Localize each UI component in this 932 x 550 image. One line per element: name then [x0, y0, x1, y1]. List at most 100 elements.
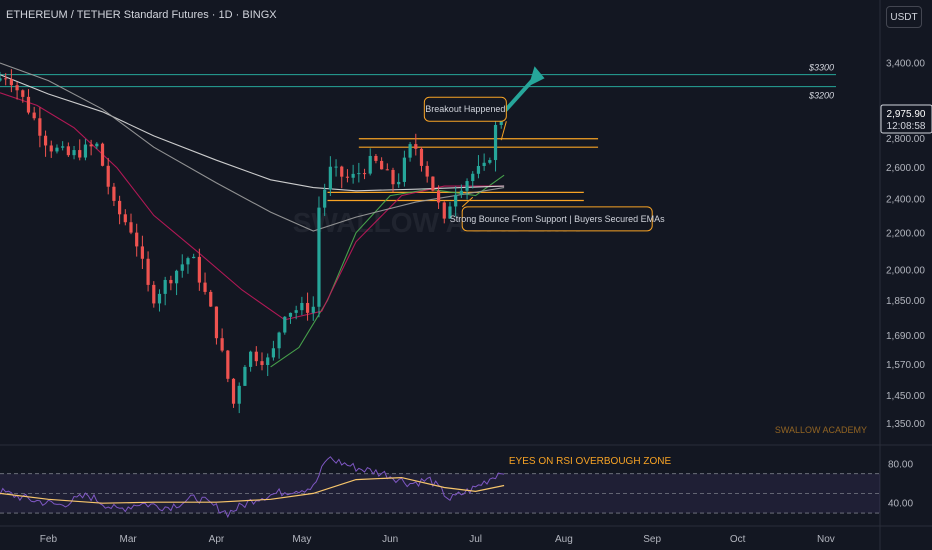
candle-body	[300, 302, 304, 311]
candle-body	[174, 270, 179, 284]
price-tick-label: 1,850.00	[886, 296, 925, 307]
candle-body	[254, 351, 258, 362]
level-label: $3200	[808, 91, 834, 101]
candle-body	[380, 160, 384, 170]
candle-body	[311, 306, 315, 313]
candle-body	[43, 135, 48, 146]
time-tick-label: Oct	[730, 534, 746, 545]
candle-body	[283, 316, 287, 333]
candle-body	[89, 144, 93, 147]
price-tick-label: 1,350.00	[886, 419, 925, 430]
candle-body	[32, 112, 36, 119]
price-tick-label: 2,400.00	[886, 194, 925, 205]
annotation-text: Strong Bounce From Support | Buyers Secu…	[450, 214, 665, 224]
candle-body	[476, 165, 481, 174]
time-tick-label: May	[292, 534, 311, 545]
candle-body	[454, 194, 458, 207]
moving-average-line	[0, 74, 505, 192]
candle-body	[231, 378, 236, 404]
candle-body	[118, 200, 122, 215]
candle-body	[249, 351, 253, 367]
candle-body	[61, 146, 65, 148]
candles	[0, 69, 503, 414]
candle-body	[4, 78, 8, 80]
price-tag-value: 2,975.90	[887, 109, 926, 120]
breakout-arrow-shaft	[502, 78, 535, 114]
candle-body	[209, 291, 213, 307]
candle-body	[488, 160, 492, 163]
candle-body	[72, 150, 76, 156]
price-tag-box	[880, 104, 932, 134]
candle-body	[334, 166, 338, 168]
candle-body	[214, 306, 219, 339]
candle-body	[21, 90, 25, 97]
candle-body	[459, 190, 463, 195]
rsi-band	[0, 473, 880, 514]
candle-body	[66, 146, 70, 156]
price-tick-label: 2,600.00	[886, 163, 925, 174]
rsi-tick-label: 80.00	[888, 459, 913, 470]
candle-body	[152, 284, 156, 304]
price-tick-label: 1,690.00	[886, 331, 925, 342]
candle-body	[112, 186, 116, 201]
price-tag-countdown: 12:08:58	[887, 121, 926, 132]
candle-body	[391, 169, 395, 185]
annotation-text: Breakout Happened	[425, 104, 505, 114]
currency-button[interactable]: USDT	[886, 6, 922, 28]
candle-body	[123, 214, 127, 223]
candle-body	[135, 232, 139, 247]
candle-body	[271, 348, 275, 358]
candle-body	[493, 124, 498, 161]
candle-body	[425, 165, 429, 177]
price-tick-label: 1,450.00	[886, 391, 925, 402]
candle-body	[266, 357, 270, 365]
candle-body	[192, 256, 196, 259]
candle-body	[317, 207, 321, 307]
annotations: Breakout Happened Strong Bounce From Supp…	[423, 66, 665, 232]
time-tick-label: Nov	[817, 534, 835, 545]
rsi-ma-line	[0, 476, 505, 504]
horizontal-levels: $3300 $3200	[0, 63, 836, 101]
time-tick-label: Jun	[382, 534, 398, 545]
moving-averages	[0, 62, 505, 368]
candle-body	[129, 222, 133, 233]
candle-body	[362, 173, 367, 175]
candle-body	[197, 256, 201, 283]
time-tick-label: Apr	[209, 534, 225, 545]
candle-body	[83, 144, 88, 158]
candle-body	[186, 258, 190, 265]
candle-body	[55, 147, 59, 152]
annotation-pointer	[461, 196, 474, 208]
moving-average-line	[0, 92, 505, 321]
candle-body	[340, 166, 344, 177]
candle-body	[260, 361, 264, 365]
candle-body	[414, 144, 418, 149]
candle-body	[357, 173, 361, 175]
candle-body	[226, 350, 230, 379]
rsi-annotation: EYES ON RSI OVERBOUGH ZONE	[509, 456, 672, 467]
price-tick-label: 2,200.00	[886, 228, 925, 239]
price-tick-label: 2,000.00	[886, 265, 925, 276]
candle-body	[442, 202, 446, 219]
candle-body	[323, 189, 327, 208]
candle-body	[465, 181, 469, 191]
rsi-pane: EYES ON RSI OVERBOUGH ZONE	[0, 456, 880, 519]
annotation-box	[423, 96, 507, 122]
candle-body	[328, 166, 332, 190]
candle-body	[106, 165, 110, 187]
candle-body	[368, 155, 372, 174]
level-label: $3300	[808, 63, 834, 73]
candle-body	[100, 143, 105, 166]
candle-body	[294, 310, 298, 313]
candle-body	[203, 282, 207, 292]
candle-body	[482, 162, 486, 166]
moving-average-line	[270, 174, 505, 368]
candle-body	[26, 96, 31, 113]
candle-body	[38, 118, 42, 136]
candle-body	[15, 85, 19, 91]
candle-body	[277, 332, 281, 349]
time-tick-label: Mar	[120, 534, 138, 545]
candle-body	[9, 79, 13, 86]
time-tick-label: Sep	[643, 534, 661, 545]
candle-body	[305, 302, 310, 313]
